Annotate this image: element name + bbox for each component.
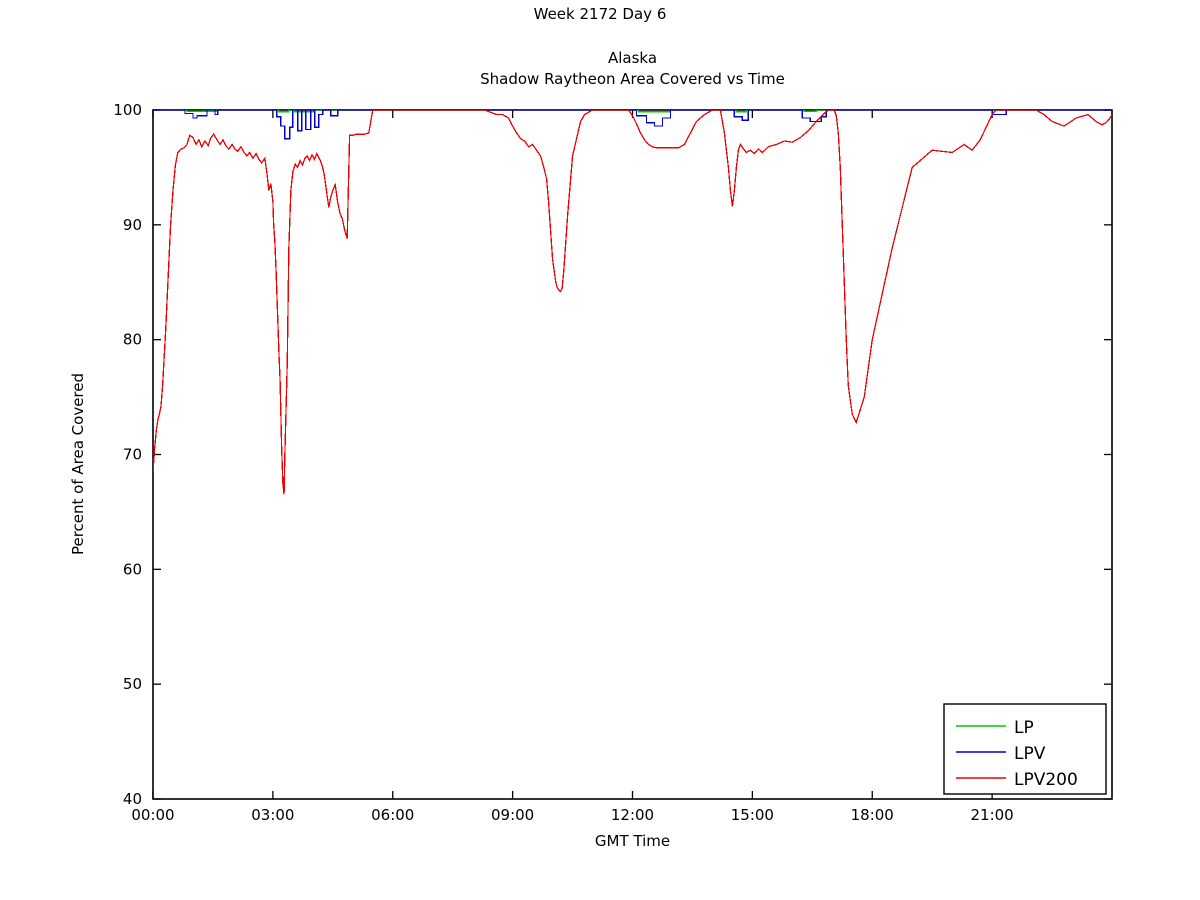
y-tick-label: 80 — [123, 331, 142, 349]
y-tick-label: 100 — [113, 101, 142, 119]
chart-title-line2: Shadow Raytheon Area Covered vs Time — [480, 70, 785, 88]
data-series-group — [153, 110, 1112, 495]
legend-label-lp[interactable]: LP — [1014, 718, 1034, 738]
legend-label-lpv[interactable]: LPV — [1014, 744, 1046, 764]
legend-label-lpv200[interactable]: LPV200 — [1014, 770, 1078, 790]
legend-box — [943, 703, 1107, 795]
y-tick-label: 70 — [123, 446, 142, 464]
y-tick-label: 60 — [123, 560, 142, 578]
chart-legend[interactable]: LP LPV LPV200 — [943, 703, 1107, 795]
x-tick-label: 06:00 — [371, 806, 414, 824]
x-tick-label: 21:00 — [971, 806, 1014, 824]
x-tick-label: 15:00 — [731, 806, 774, 824]
x-tick-label: 00:00 — [131, 806, 174, 824]
y-axis-ticks: 40 50 60 70 80 90 100 — [113, 101, 1112, 808]
x-tick-label: 09:00 — [491, 806, 534, 824]
x-axis-label: GMT Time — [594, 832, 671, 850]
x-axis-ticks: 00:00 03:00 06:00 09:00 12:00 15:00 18:00 21:00 — [131, 110, 1014, 824]
figure-suptitle: Week 2172 Day 6 — [533, 5, 667, 23]
plot-frame — [152, 109, 1113, 800]
series-line-lpv200 — [153, 110, 1112, 495]
x-tick-label: 18:00 — [851, 806, 894, 824]
chart-title: Alaska Shadow Raytheon Area Covered vs T… — [153, 48, 1112, 90]
x-tick-label: 12:00 — [611, 806, 654, 824]
series-line-lpv — [153, 110, 1112, 140]
y-tick-label: 40 — [123, 790, 142, 808]
y-tick-label: 90 — [123, 216, 142, 234]
x-tick-label: 03:00 — [251, 806, 294, 824]
axes-frame — [152, 109, 1113, 800]
y-tick-label: 50 — [123, 675, 142, 693]
chart-title-line1: Alaska — [607, 49, 658, 67]
